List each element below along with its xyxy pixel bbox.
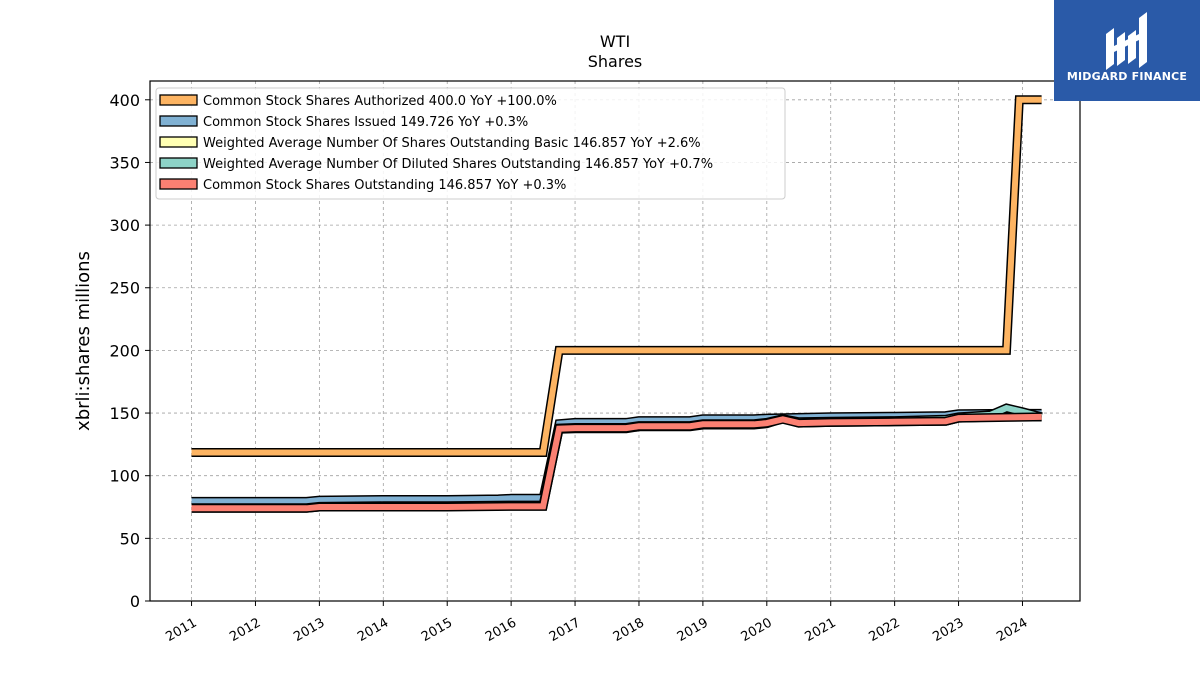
chart-title: WTI: [600, 32, 630, 51]
series-layer: [191, 95, 1043, 513]
legend-swatch-2: [159, 136, 198, 148]
logo: MIDGARD FINANCE: [1054, 0, 1200, 101]
x-tick-label: 2015: [419, 615, 455, 645]
x-tick-label: 2022: [866, 615, 902, 645]
x-tick-label: 2024: [994, 615, 1030, 645]
y-tick-label: 300: [109, 216, 140, 235]
legend-swatch-1: [159, 115, 198, 127]
legend-label-3: Weighted Average Number Of Diluted Share…: [203, 157, 713, 172]
legend-label-4: Common Stock Shares Outstanding 146.857 …: [203, 178, 566, 193]
legend-swatch-3: [159, 157, 198, 169]
x-tick-label: 2017: [547, 615, 583, 645]
series-line-0: [191, 96, 1042, 456]
x-tick-label: 2020: [739, 615, 775, 645]
plot-frame: [149, 80, 1081, 602]
legend-swatch-0: [159, 94, 198, 106]
x-tick-label: 2013: [291, 615, 327, 645]
series-line-4: [191, 413, 1042, 512]
logo-mark-icon: [1106, 12, 1147, 70]
x-tick-label: 2016: [483, 615, 519, 645]
x-tick-label: 2014: [355, 615, 391, 645]
y-tick-label: 0: [130, 592, 140, 611]
y-axis: 0 50 100 150 200 250 300 350 400: [109, 91, 150, 611]
legend-label-2: Weighted Average Number Of Shares Outsta…: [203, 136, 701, 151]
legend-swatch-4: [159, 178, 198, 190]
chart-subtitle: Shares: [588, 52, 643, 71]
y-tick-label: 100: [109, 467, 140, 486]
y-tick-label: 400: [109, 91, 140, 110]
legend: Common Stock Shares Authorized 400.0 YoY…: [155, 87, 786, 200]
logo-text: MIDGARD FINANCE: [1066, 70, 1188, 83]
x-tick-label: 2018: [611, 615, 647, 645]
legend-box: [155, 87, 786, 200]
legend-label-1: Common Stock Shares Issued 149.726 YoY +…: [203, 115, 528, 130]
x-tick-label: 2021: [803, 615, 839, 645]
y-tick-label: 250: [109, 279, 140, 298]
y-tick-label: 350: [109, 153, 140, 172]
x-tick-label: 2023: [930, 615, 966, 645]
y-tick-label: 200: [109, 341, 140, 360]
y-tick-label: 150: [109, 404, 140, 423]
y-axis-label: xbrli:shares millions: [73, 251, 94, 431]
x-tick-label: 2011: [163, 615, 199, 645]
x-axis: 2011 2012 2013 2014 2015 2016 2017 2018 2019 2020…: [163, 601, 1030, 645]
y-tick-label: 50: [120, 529, 140, 548]
legend-label-0: Common Stock Shares Authorized 400.0 YoY…: [203, 94, 557, 109]
x-tick-label: 2012: [227, 615, 263, 645]
x-tick-label: 2019: [675, 615, 711, 645]
